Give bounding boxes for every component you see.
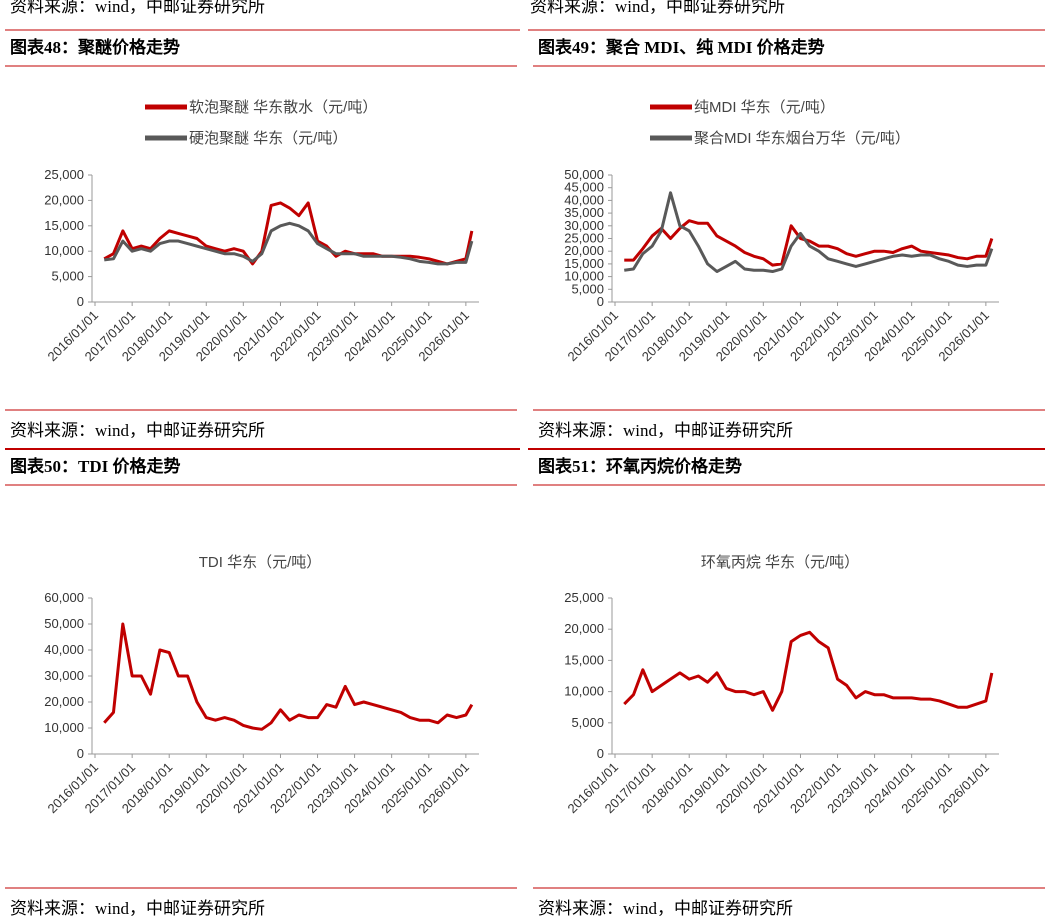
top-source: 资料来源：wind，中邮证券研究所 (10, 0, 265, 16)
figure-title: 图表49：聚合 MDI、纯 MDI 价格走势 (538, 37, 825, 57)
y-tick-label: 50,000 (564, 167, 604, 182)
series-line (103, 622, 474, 731)
series-line (104, 221, 474, 266)
y-tick-label: 0 (77, 294, 84, 309)
y-tick-label: 5,000 (571, 281, 604, 296)
legend-label: 硬泡聚醚 华东（元/吨） (189, 130, 347, 147)
y-tick-label: 60,000 (44, 590, 84, 605)
source-note: 资料来源：wind，中邮证券研究所 (10, 421, 265, 440)
y-tick-label: 10,000 (44, 720, 84, 735)
y-tick-label: 0 (597, 746, 604, 761)
y-tick-label: 20,000 (44, 192, 84, 207)
y-tick-label: 15,000 (564, 256, 604, 271)
y-tick-label: 30,000 (44, 668, 84, 683)
source-note: 资料来源：wind，中邮证券研究所 (10, 899, 265, 918)
y-tick-label: 40,000 (564, 192, 604, 207)
series-line (624, 191, 994, 274)
y-tick-label: 25,000 (564, 231, 604, 246)
y-tick-label: 45,000 (564, 180, 604, 195)
figure-title: 图表50：TDI 价格走势 (10, 456, 180, 476)
y-tick-label: 25,000 (564, 590, 604, 605)
top-source: 资料来源：wind，中邮证券研究所 (530, 0, 785, 16)
y-tick-label: 10,000 (44, 243, 84, 258)
y-tick-label: 0 (597, 294, 604, 309)
figure-title: 图表48：聚醚价格走势 (10, 37, 180, 57)
y-tick-label: 15,000 (564, 652, 604, 667)
y-tick-label: 30,000 (564, 218, 604, 233)
y-tick-label: 15,000 (44, 218, 84, 233)
series-line (624, 219, 994, 267)
series-line (103, 201, 474, 266)
legend-label: 软泡聚醚 华东散水（元/吨） (189, 99, 377, 116)
y-tick-label: 10,000 (564, 269, 604, 284)
figure-title: 图表51：环氧丙烷价格走势 (538, 456, 742, 476)
y-tick-label: 0 (77, 746, 84, 761)
legend-label: TDI 华东（元/吨） (199, 554, 322, 571)
legend-label: 聚合MDI 华东烟台万华（元/吨） (694, 130, 910, 147)
y-tick-label: 40,000 (44, 642, 84, 657)
source-note: 资料来源：wind，中邮证券研究所 (538, 421, 793, 440)
y-tick-label: 20,000 (564, 243, 604, 258)
source-note: 资料来源：wind，中邮证券研究所 (538, 899, 793, 918)
legend-label: 环氧丙烷 华东（元/吨） (701, 554, 859, 571)
y-tick-label: 25,000 (44, 167, 84, 182)
y-tick-label: 50,000 (44, 616, 84, 631)
y-tick-label: 5,000 (571, 715, 604, 730)
y-tick-label: 20,000 (44, 694, 84, 709)
series-line (623, 630, 994, 712)
y-tick-label: 35,000 (564, 205, 604, 220)
y-tick-label: 20,000 (564, 621, 604, 636)
legend-label: 纯MDI 华东（元/吨） (694, 99, 835, 116)
y-tick-label: 10,000 (564, 684, 604, 699)
y-tick-label: 5,000 (51, 269, 84, 284)
